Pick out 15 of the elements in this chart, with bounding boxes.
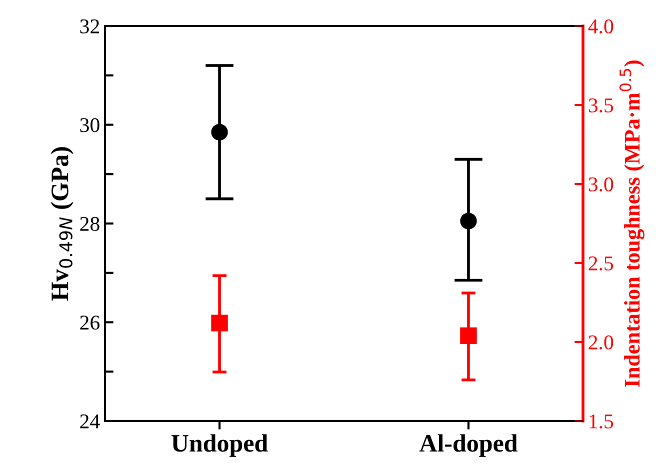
y-tick-label: 24 (80, 414, 100, 428)
y2-axis-title: Indentation toughness (MPa·m$^{0.5}$) (619, 60, 644, 387)
y-tick-label: 32 (80, 19, 99, 34)
y2-tick-label: 1.5 (590, 414, 614, 429)
y2-tick-label: 3.0 (588, 177, 614, 192)
y2-tick-label: 2.0 (588, 335, 614, 350)
y-tick-label: 30 (80, 118, 100, 132)
x-tick-label: Undoped (172, 434, 268, 457)
y2-tick-label: 2.5 (588, 256, 614, 271)
y-tick-label: 26 (80, 316, 100, 330)
y2-tick-label: 3.5 (588, 98, 614, 113)
y-tick-label: 28 (80, 216, 100, 231)
y-axis-title: Hv$_{0.49N}$ (GPa) (50, 147, 74, 301)
y2-tick-label: 4.0 (588, 19, 614, 34)
x-tick-label: Al-doped (419, 434, 518, 457)
